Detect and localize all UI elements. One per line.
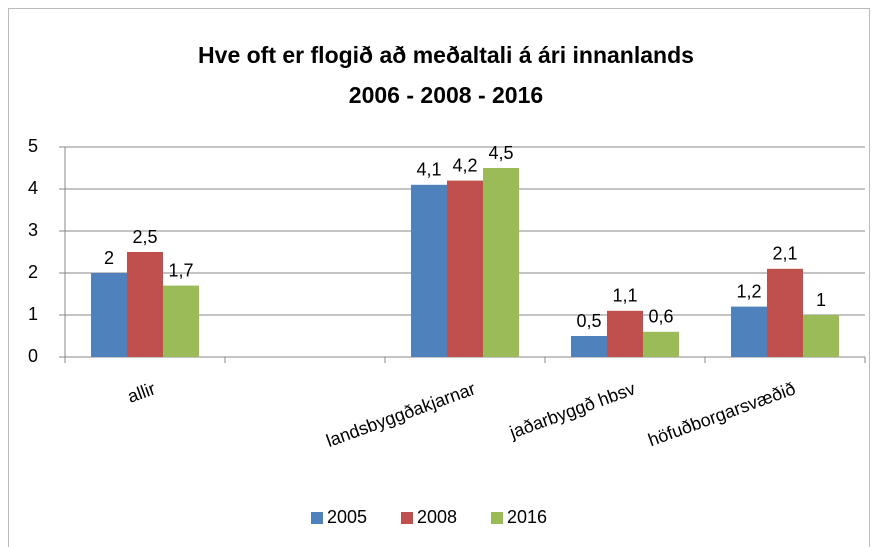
bar: [411, 184, 447, 357]
y-tick-label: 0: [28, 346, 38, 366]
bar: [127, 252, 163, 357]
bar: [447, 180, 483, 357]
bar: [607, 310, 643, 357]
data-label: 4,5: [488, 143, 513, 163]
data-label: 2: [104, 248, 114, 268]
bar: [731, 306, 767, 357]
legend-label: 2008: [417, 507, 457, 527]
chart-subtitle: 2006 - 2008 - 2016: [349, 82, 543, 108]
data-label: 1,7: [168, 260, 193, 280]
y-tick-label: 2: [28, 262, 38, 282]
y-tick-label: 1: [28, 304, 38, 324]
bar: [483, 168, 519, 357]
chart-title: Hve oft er flogið að meðaltali á ári inn…: [198, 42, 694, 68]
data-label: 2,5: [132, 227, 157, 247]
y-tick-label: 5: [28, 136, 38, 156]
legend-swatch: [401, 512, 413, 524]
data-label: 4,2: [452, 155, 477, 175]
y-tick-label: 4: [28, 178, 38, 198]
data-label: 0,6: [648, 307, 673, 327]
x-tick-label: jaðarbyggð hbsv: [506, 378, 638, 442]
legend-swatch: [491, 512, 503, 524]
y-tick-label: 3: [28, 220, 38, 240]
data-label: 2,1: [772, 244, 797, 264]
bar: [571, 336, 607, 357]
bar: [803, 315, 839, 357]
data-label: 0,5: [576, 311, 601, 331]
data-label: 1,2: [736, 281, 761, 301]
bar: [91, 273, 127, 357]
bar: [643, 331, 679, 357]
data-label: 4,1: [416, 160, 441, 180]
chart-border: [8, 8, 870, 547]
legend-label: 2005: [327, 507, 367, 527]
legend-swatch: [311, 512, 323, 524]
x-tick-label: allir: [125, 378, 158, 406]
data-label: 1: [816, 290, 826, 310]
data-label: 1,1: [612, 286, 637, 306]
legend-label: 2016: [507, 507, 547, 527]
x-tick-label: höfuðborgarsvæðið: [645, 378, 798, 450]
bar: [163, 285, 199, 357]
bar: [767, 268, 803, 357]
x-tick-label: landsbyggðakjarnar: [324, 378, 478, 451]
